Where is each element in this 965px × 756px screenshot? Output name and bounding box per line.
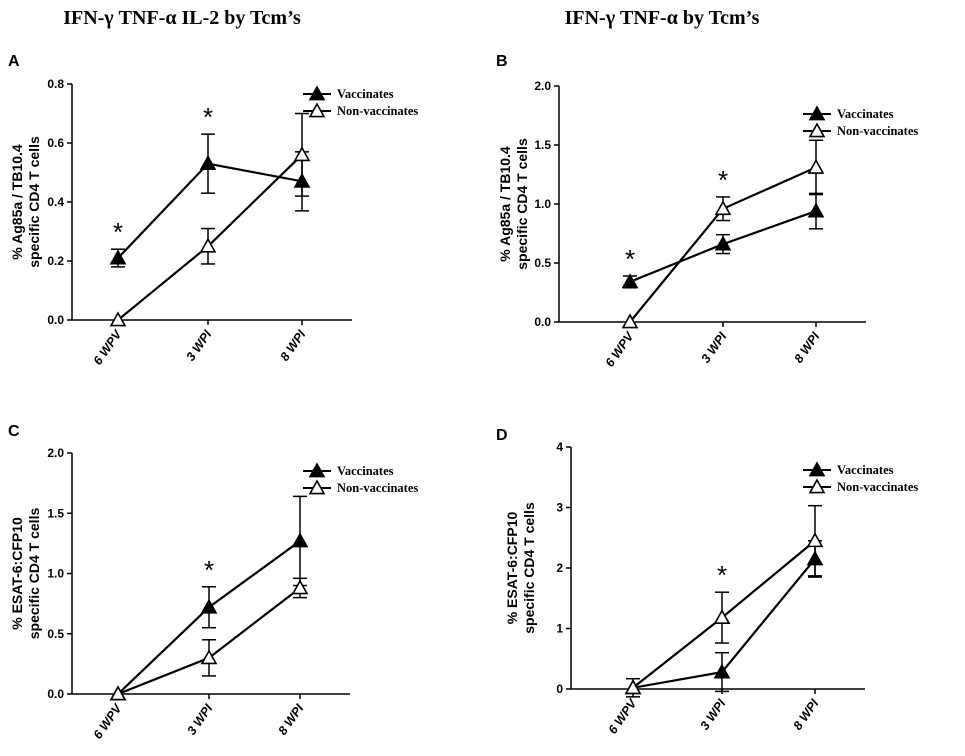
y-axis-label: specific CD4 T cells [514,138,530,270]
legend-marker [308,102,326,118]
y-axis-label: % Ag85a / TB10.4 [497,146,513,262]
data-point-non-vaccinates [200,649,218,665]
y-tick-label: 1.5 [534,138,551,152]
significance-star: * [718,165,728,195]
legend-entry: Vaccinates [337,87,394,101]
data-point-non-vaccinates [624,679,642,695]
data-point-non-vaccinates [291,579,309,595]
data-point-non-vaccinates [807,158,825,174]
panel-letter: B [496,53,508,70]
legend-entry: Non-vaccinates [337,104,418,118]
legend-marker [808,461,826,477]
y-axis-label: % ESAT-6:CFP10 [504,512,520,625]
data-point-non-vaccinates [293,146,311,162]
y-tick-label: 0.0 [47,687,64,701]
data-point-vaccinates [200,598,218,614]
y-tick-label: 2.0 [534,79,551,93]
panel-b: B0.00.51.01.52.06 WPV 3 WPI 8 WPI% Ag85a /… [496,53,918,370]
data-point-non-vaccinates [199,237,217,253]
y-axis-label: specific CD4 T cells [26,508,42,640]
y-tick-label: 0.2 [47,254,64,268]
y-axis-label: specific CD4 T cells [521,502,537,634]
legend-entry: Vaccinates [837,107,894,121]
data-point-vaccinates [713,663,731,679]
y-axis-label: specific CD4 T cells [26,136,42,268]
legend-marker [808,105,826,121]
significance-star: * [717,560,727,590]
y-axis-label: % ESAT-6:CFP10 [9,517,25,630]
y-tick-label: 2 [556,561,563,575]
y-tick-label: 3 [556,501,563,515]
data-point-vaccinates [621,273,639,289]
data-point-non-vaccinates [714,200,732,216]
y-tick-label: 4 [556,440,563,454]
legend-marker [308,462,326,478]
legend-marker [308,479,326,495]
data-point-vaccinates [199,155,217,171]
y-tick-label: 0.5 [47,627,64,641]
legend-marker [808,478,826,494]
significance-star: * [625,244,635,274]
y-tick-label: 0.8 [47,77,64,91]
data-point-non-vaccinates [713,608,731,625]
legend-entry: Vaccinates [337,464,394,478]
y-tick-label: 1.5 [47,506,64,520]
data-point-vaccinates [291,532,309,548]
column-title-right: IFN-γ TNF-α by Tcm’s [565,7,760,29]
significance-star: * [203,102,213,132]
data-point-non-vaccinates [109,311,127,327]
legend-entry: Non-vaccinates [837,480,918,494]
y-tick-label: 0.0 [534,315,551,329]
y-tick-label: 0.6 [47,136,64,150]
y-tick-label: 2.0 [47,446,64,460]
y-tick-label: 0.4 [47,195,64,209]
column-title-left: IFN-γ TNF-α IL-2 by Tcm’s [63,7,301,29]
legend-entry: Vaccinates [837,463,894,477]
legend-marker [308,85,326,101]
y-tick-label: 1.0 [534,197,551,211]
legend-entry: Non-vaccinates [337,481,418,495]
y-tick-label: 0.5 [534,256,551,270]
y-axis-label: % Ag85a / TB10.4 [9,144,25,260]
y-tick-label: 1.0 [47,567,64,581]
legend-marker [808,122,826,138]
data-point-vaccinates [109,249,127,265]
panel-letter: A [8,53,20,70]
panel-letter: D [496,427,508,444]
significance-star: * [113,217,123,247]
significance-star: * [204,555,214,585]
y-tick-label: 1 [556,622,563,636]
panel-letter: C [8,423,20,440]
y-tick-label: 0.0 [47,313,64,327]
data-point-vaccinates [807,202,825,218]
legend-entry: Non-vaccinates [837,124,918,138]
y-tick-label: 0 [556,682,563,696]
data-point-non-vaccinates [621,313,639,329]
data-point-non-vaccinates [806,532,824,548]
data-point-vaccinates [714,235,732,251]
data-point-non-vaccinates [109,685,127,701]
